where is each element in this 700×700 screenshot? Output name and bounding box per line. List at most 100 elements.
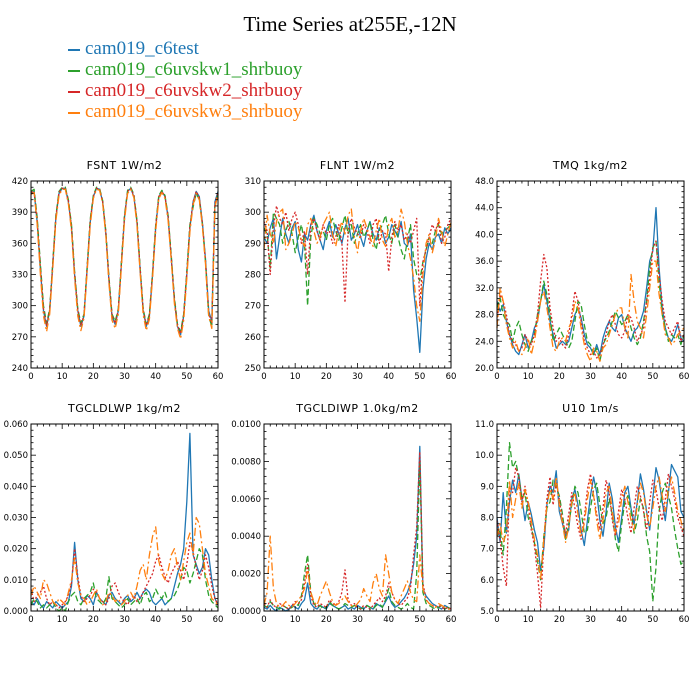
x-tick-label: 50: [414, 372, 425, 382]
x-tick-label: 0: [494, 615, 499, 625]
legend-item: cam019_c6uvskw3_shrbuoy: [68, 101, 302, 122]
chart-title: Time Series at255E,-12N: [243, 12, 457, 36]
y-tick-label: 260: [245, 333, 261, 343]
y-tick-label: 32.0: [475, 284, 494, 294]
x-tick-label: 10: [290, 372, 301, 382]
x-tick-label: 40: [150, 372, 161, 382]
y-tick-label: 0.020: [4, 545, 28, 555]
x-tick-label: 50: [181, 615, 192, 625]
legend-label: cam019_c6uvskw1_shrbuoy: [85, 59, 303, 80]
y-tick-label: 44.0: [475, 204, 494, 214]
y-tick-label: 280: [245, 271, 261, 281]
series-line-3: [263, 205, 452, 307]
series-line-4: [30, 188, 219, 340]
x-tick-label: 0: [261, 615, 266, 625]
x-tick-label: 30: [119, 372, 130, 382]
x-tick-label: 40: [383, 615, 394, 625]
x-tick-label: 50: [647, 372, 658, 382]
x-tick-label: 10: [523, 615, 534, 625]
series-line-1: [496, 207, 685, 356]
x-tick-label: 40: [616, 615, 627, 625]
legend-label: cam019_c6test: [85, 38, 199, 59]
series-line-2: [496, 442, 685, 603]
panel-title: TGCLDIWP 1.0kg/m2: [295, 402, 419, 415]
x-tick-label: 40: [150, 615, 161, 625]
legend-label: cam019_c6uvskw3_shrbuoy: [85, 101, 303, 122]
panel-title: TGCLDLWP 1kg/m2: [67, 402, 181, 415]
series-line-1: [263, 214, 452, 354]
y-tick-label: 390: [12, 208, 28, 218]
x-tick-label: 0: [261, 372, 266, 382]
y-tick-label: 360: [12, 239, 28, 249]
y-tick-label: 330: [12, 271, 28, 281]
y-tick-label: 250: [245, 364, 261, 374]
plot-frame: [30, 180, 219, 369]
x-tick-label: 40: [383, 372, 394, 382]
series-line-4: [263, 208, 452, 322]
x-tick-label: 50: [181, 372, 192, 382]
y-tick-label: 0.030: [4, 514, 28, 524]
legend-item: cam019_c6test: [68, 38, 302, 59]
y-tick-label: 5.0: [480, 607, 494, 617]
y-tick-label: 0.0080: [231, 457, 261, 467]
x-tick-label: 10: [57, 615, 68, 625]
y-tick-label: 270: [12, 333, 28, 343]
panel-title: TMQ 1kg/m2: [552, 159, 628, 172]
x-tick-label: 60: [446, 372, 457, 382]
legend-item: cam019_c6uvskw2_shrbuoy: [68, 80, 302, 101]
y-tick-label: 48.0: [475, 177, 494, 187]
x-tick-label: 30: [352, 372, 363, 382]
y-tick-label: 28.0: [475, 311, 494, 321]
y-tick-label: 0.0040: [231, 532, 261, 542]
x-tick-label: 10: [290, 615, 301, 625]
y-tick-label: 24.0: [475, 337, 494, 347]
panel-title: FSNT 1W/m2: [87, 159, 163, 172]
y-tick-label: 0.050: [4, 451, 28, 461]
x-tick-label: 10: [523, 372, 534, 382]
x-tick-label: 30: [585, 372, 596, 382]
x-tick-label: 60: [679, 615, 690, 625]
x-tick-label: 50: [414, 615, 425, 625]
legend-swatch: [68, 111, 80, 114]
x-tick-label: 20: [88, 372, 99, 382]
y-tick-label: 10.0: [475, 451, 494, 461]
series-line-2: [496, 240, 685, 362]
y-tick-label: 0.010: [4, 576, 28, 586]
legend-label: cam019_c6uvskw2_shrbuoy: [85, 80, 303, 101]
legend-swatch: [68, 90, 80, 93]
y-tick-label: 420: [12, 177, 28, 187]
y-tick-label: 290: [245, 239, 261, 249]
panel-title: U10 1m/s: [562, 402, 619, 415]
series-line-2: [30, 186, 219, 333]
x-tick-label: 20: [88, 615, 99, 625]
y-tick-label: 0.0100: [231, 420, 261, 430]
panel-title: FLNT 1W/m2: [320, 159, 395, 172]
x-tick-label: 60: [446, 615, 457, 625]
y-tick-label: 300: [245, 208, 261, 218]
series-line-3: [30, 187, 219, 335]
x-tick-label: 30: [585, 615, 596, 625]
x-tick-label: 10: [57, 372, 68, 382]
y-tick-label: 0.0020: [231, 570, 261, 580]
x-tick-label: 60: [679, 372, 690, 382]
x-tick-label: 60: [213, 372, 224, 382]
x-tick-label: 50: [647, 615, 658, 625]
y-tick-label: 8.0: [480, 514, 494, 524]
series-line-4: [496, 476, 685, 581]
y-tick-label: 6.0: [480, 576, 494, 586]
y-tick-label: 11.0: [475, 420, 494, 430]
x-tick-label: 40: [616, 372, 627, 382]
x-tick-label: 0: [28, 615, 33, 625]
x-tick-label: 30: [352, 615, 363, 625]
series-line-2: [30, 548, 219, 612]
y-tick-label: 0.000: [4, 607, 28, 617]
series-line-4: [30, 516, 219, 606]
y-tick-label: 40.0: [475, 230, 494, 240]
legend-swatch: [68, 69, 80, 72]
y-tick-label: 240: [12, 364, 28, 374]
y-tick-label: 0.060: [4, 420, 28, 430]
y-tick-label: 0.0000: [231, 607, 261, 617]
x-tick-label: 20: [554, 372, 565, 382]
y-tick-label: 36.0: [475, 257, 494, 267]
x-tick-label: 60: [213, 615, 224, 625]
